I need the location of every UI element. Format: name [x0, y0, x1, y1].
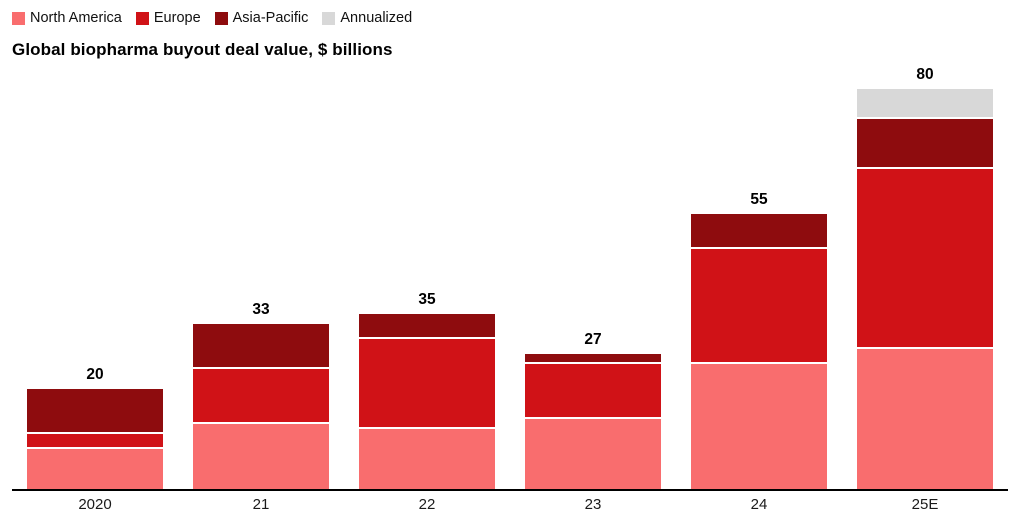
bar-group-24: 55	[676, 69, 842, 489]
bar-segment-north-america	[26, 449, 164, 489]
legend-item-asia-pacific: Asia-Pacific	[214, 10, 309, 26]
bar-total-label: 35	[418, 290, 436, 308]
stacked-bar	[690, 214, 828, 489]
legend-swatch-asia-pacific	[214, 11, 228, 25]
stacked-bar	[856, 89, 994, 489]
bar-segment-north-america	[856, 349, 994, 489]
bar-group-25e: 80	[842, 65, 1008, 489]
bar-total-label: 20	[86, 365, 104, 383]
legend-item-europe: Europe	[135, 10, 201, 26]
bar-segment-europe	[26, 434, 164, 449]
bar-segment-europe	[358, 339, 496, 429]
x-tick-label: 24	[750, 496, 768, 513]
x-axis-labels: 2020 21 22 23 24 25E	[12, 496, 1008, 513]
bar-segment-asia-pacific	[192, 324, 330, 369]
x-tick-label: 23	[584, 496, 602, 513]
bar-total-label: 55	[750, 190, 768, 208]
bar-segment-asia-pacific	[358, 314, 496, 339]
bar-segment-north-america	[524, 419, 662, 489]
bar-segment-europe	[856, 169, 994, 349]
legend-label-north-america: North America	[30, 10, 122, 26]
legend-item-north-america: North America	[12, 10, 122, 26]
bar-segment-europe	[192, 369, 330, 424]
x-tick-label: 22	[418, 496, 436, 513]
bar-group-23: 27	[510, 69, 676, 489]
x-tick-label: 25E	[911, 496, 939, 513]
bar-segment-asia-pacific	[856, 119, 994, 169]
legend-item-annualized: Annualized	[322, 10, 412, 26]
bar-group-2020: 20	[12, 69, 178, 489]
bar-total-label: 33	[252, 300, 270, 318]
bar-segment-asia-pacific	[524, 354, 662, 364]
stacked-bar	[358, 314, 496, 489]
stacked-bar	[524, 354, 662, 489]
legend-swatch-annualized	[322, 11, 336, 25]
legend: North America Europe Asia-Pacific Annual…	[12, 10, 1008, 26]
legend-label-asia-pacific: Asia-Pacific	[232, 10, 309, 26]
legend-swatch-europe	[135, 11, 149, 25]
stacked-bar	[26, 389, 164, 489]
bar-segment-europe	[524, 364, 662, 419]
x-tick-label: 21	[252, 496, 270, 513]
bar-segment-north-america	[192, 424, 330, 489]
bar-group-22: 35	[344, 69, 510, 489]
bar-segment-asia-pacific	[26, 389, 164, 434]
bar-segment-annualized	[856, 89, 994, 119]
stacked-bar	[192, 324, 330, 489]
bar-segment-north-america	[358, 429, 496, 489]
bar-segment-north-america	[690, 364, 828, 489]
bar-segment-europe	[690, 249, 828, 364]
chart-title: Global biopharma buyout deal value, $ bi…	[12, 40, 393, 59]
legend-label-annualized: Annualized	[340, 10, 413, 26]
legend-label-europe: Europe	[153, 10, 201, 26]
x-tick-label: 2020	[78, 496, 112, 513]
bar-total-label: 80	[916, 65, 934, 83]
legend-swatch-north-america	[12, 11, 25, 25]
bar-group-21: 33	[178, 69, 344, 489]
bar-segment-asia-pacific	[690, 214, 828, 249]
plot-area: 20 33 35 27 55 80	[12, 65, 1008, 491]
bar-total-label: 27	[584, 330, 602, 348]
